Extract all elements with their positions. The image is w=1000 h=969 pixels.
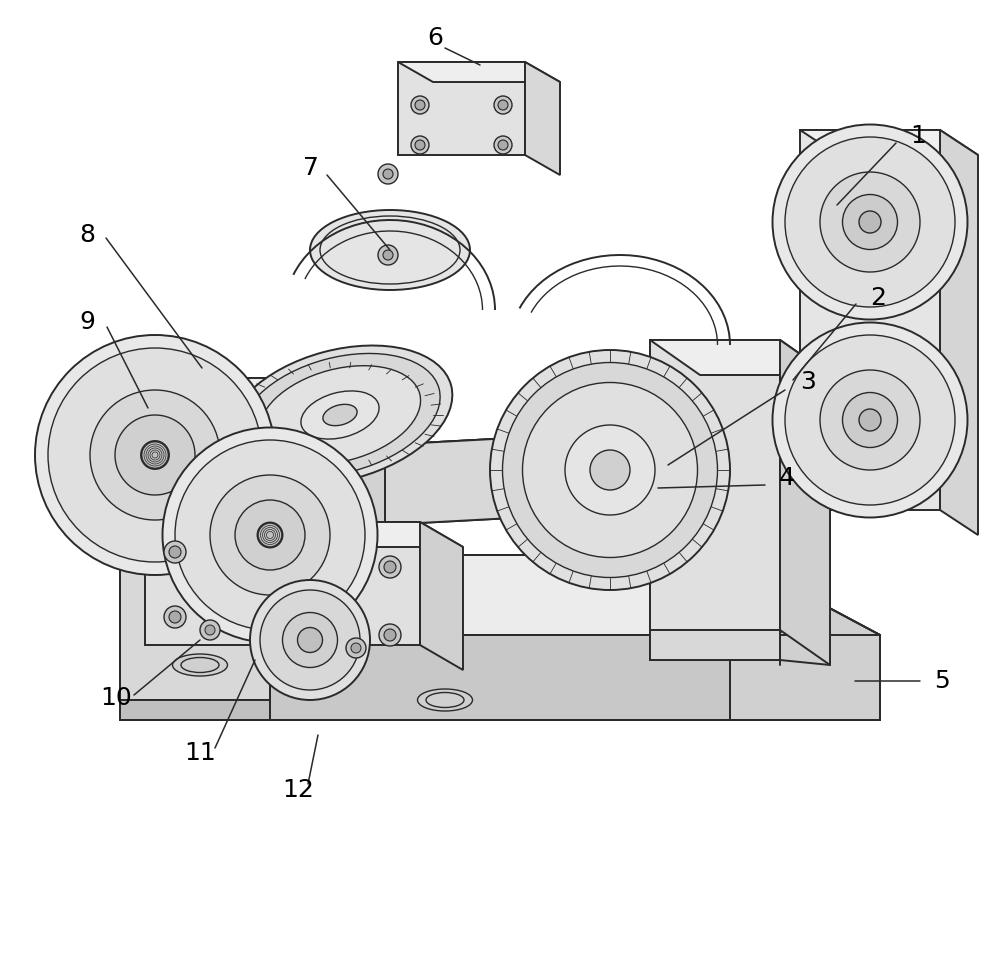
Circle shape xyxy=(379,556,401,578)
Text: 6: 6 xyxy=(427,26,443,50)
Ellipse shape xyxy=(310,210,470,290)
Circle shape xyxy=(494,96,512,114)
Text: 9: 9 xyxy=(79,310,95,334)
Ellipse shape xyxy=(35,335,275,575)
Circle shape xyxy=(169,611,181,623)
Polygon shape xyxy=(120,555,880,635)
Circle shape xyxy=(411,136,429,154)
Ellipse shape xyxy=(258,522,283,547)
Ellipse shape xyxy=(228,346,452,484)
Polygon shape xyxy=(525,62,560,175)
Polygon shape xyxy=(345,378,385,554)
Polygon shape xyxy=(145,522,420,645)
Polygon shape xyxy=(120,700,270,720)
Text: 5: 5 xyxy=(934,669,950,693)
Polygon shape xyxy=(175,378,345,530)
Ellipse shape xyxy=(503,362,718,578)
Ellipse shape xyxy=(283,612,338,668)
Ellipse shape xyxy=(565,425,655,515)
Circle shape xyxy=(205,625,215,635)
Ellipse shape xyxy=(175,440,365,630)
Circle shape xyxy=(498,100,508,110)
Ellipse shape xyxy=(115,415,195,495)
Text: 1: 1 xyxy=(910,124,926,148)
Ellipse shape xyxy=(859,211,881,233)
Ellipse shape xyxy=(173,654,228,676)
Text: 7: 7 xyxy=(303,156,319,180)
Polygon shape xyxy=(940,130,978,535)
Ellipse shape xyxy=(48,348,262,562)
Polygon shape xyxy=(270,635,880,720)
Ellipse shape xyxy=(859,409,881,431)
Ellipse shape xyxy=(162,427,378,642)
Polygon shape xyxy=(730,555,880,720)
Ellipse shape xyxy=(298,628,322,652)
Polygon shape xyxy=(650,340,830,375)
Polygon shape xyxy=(175,378,385,402)
Ellipse shape xyxy=(323,404,357,425)
Polygon shape xyxy=(650,630,780,660)
Text: 10: 10 xyxy=(100,686,132,710)
Circle shape xyxy=(415,100,425,110)
Circle shape xyxy=(164,606,186,628)
Text: 12: 12 xyxy=(282,778,314,802)
Circle shape xyxy=(351,643,361,653)
Circle shape xyxy=(200,620,220,640)
Ellipse shape xyxy=(590,450,630,490)
Ellipse shape xyxy=(210,475,330,595)
Ellipse shape xyxy=(90,390,220,520)
Circle shape xyxy=(346,638,366,658)
Ellipse shape xyxy=(772,124,968,320)
Ellipse shape xyxy=(820,172,920,272)
Circle shape xyxy=(498,140,508,150)
Circle shape xyxy=(411,96,429,114)
Circle shape xyxy=(383,250,393,260)
Polygon shape xyxy=(290,430,660,475)
Polygon shape xyxy=(145,522,463,547)
Ellipse shape xyxy=(732,614,788,636)
Text: 4: 4 xyxy=(779,466,795,490)
Circle shape xyxy=(384,561,396,573)
Circle shape xyxy=(378,245,398,265)
Text: 11: 11 xyxy=(184,741,216,765)
Ellipse shape xyxy=(772,323,968,517)
Polygon shape xyxy=(420,522,463,670)
Circle shape xyxy=(164,541,186,563)
Polygon shape xyxy=(780,340,830,665)
Ellipse shape xyxy=(141,441,169,469)
Ellipse shape xyxy=(785,335,955,505)
Ellipse shape xyxy=(842,392,898,448)
Polygon shape xyxy=(800,130,940,510)
Polygon shape xyxy=(800,130,978,155)
Circle shape xyxy=(494,136,512,154)
Ellipse shape xyxy=(418,689,473,711)
Circle shape xyxy=(384,629,396,641)
Polygon shape xyxy=(650,340,780,630)
Ellipse shape xyxy=(260,590,360,690)
Ellipse shape xyxy=(240,354,440,477)
Ellipse shape xyxy=(785,137,955,307)
Circle shape xyxy=(378,164,398,184)
Ellipse shape xyxy=(476,493,504,513)
Circle shape xyxy=(379,624,401,646)
Polygon shape xyxy=(398,62,560,82)
Ellipse shape xyxy=(301,391,379,439)
Text: 8: 8 xyxy=(79,223,95,247)
Polygon shape xyxy=(120,555,270,700)
Ellipse shape xyxy=(842,195,898,249)
Text: 2: 2 xyxy=(870,286,886,310)
Circle shape xyxy=(169,546,181,558)
Ellipse shape xyxy=(820,370,920,470)
Ellipse shape xyxy=(250,580,370,700)
Ellipse shape xyxy=(522,383,698,557)
Circle shape xyxy=(415,140,425,150)
Text: 3: 3 xyxy=(800,370,816,394)
Polygon shape xyxy=(290,430,660,530)
Circle shape xyxy=(383,169,393,179)
Ellipse shape xyxy=(235,500,305,570)
Ellipse shape xyxy=(490,350,730,590)
Ellipse shape xyxy=(259,365,421,464)
Polygon shape xyxy=(398,62,525,155)
